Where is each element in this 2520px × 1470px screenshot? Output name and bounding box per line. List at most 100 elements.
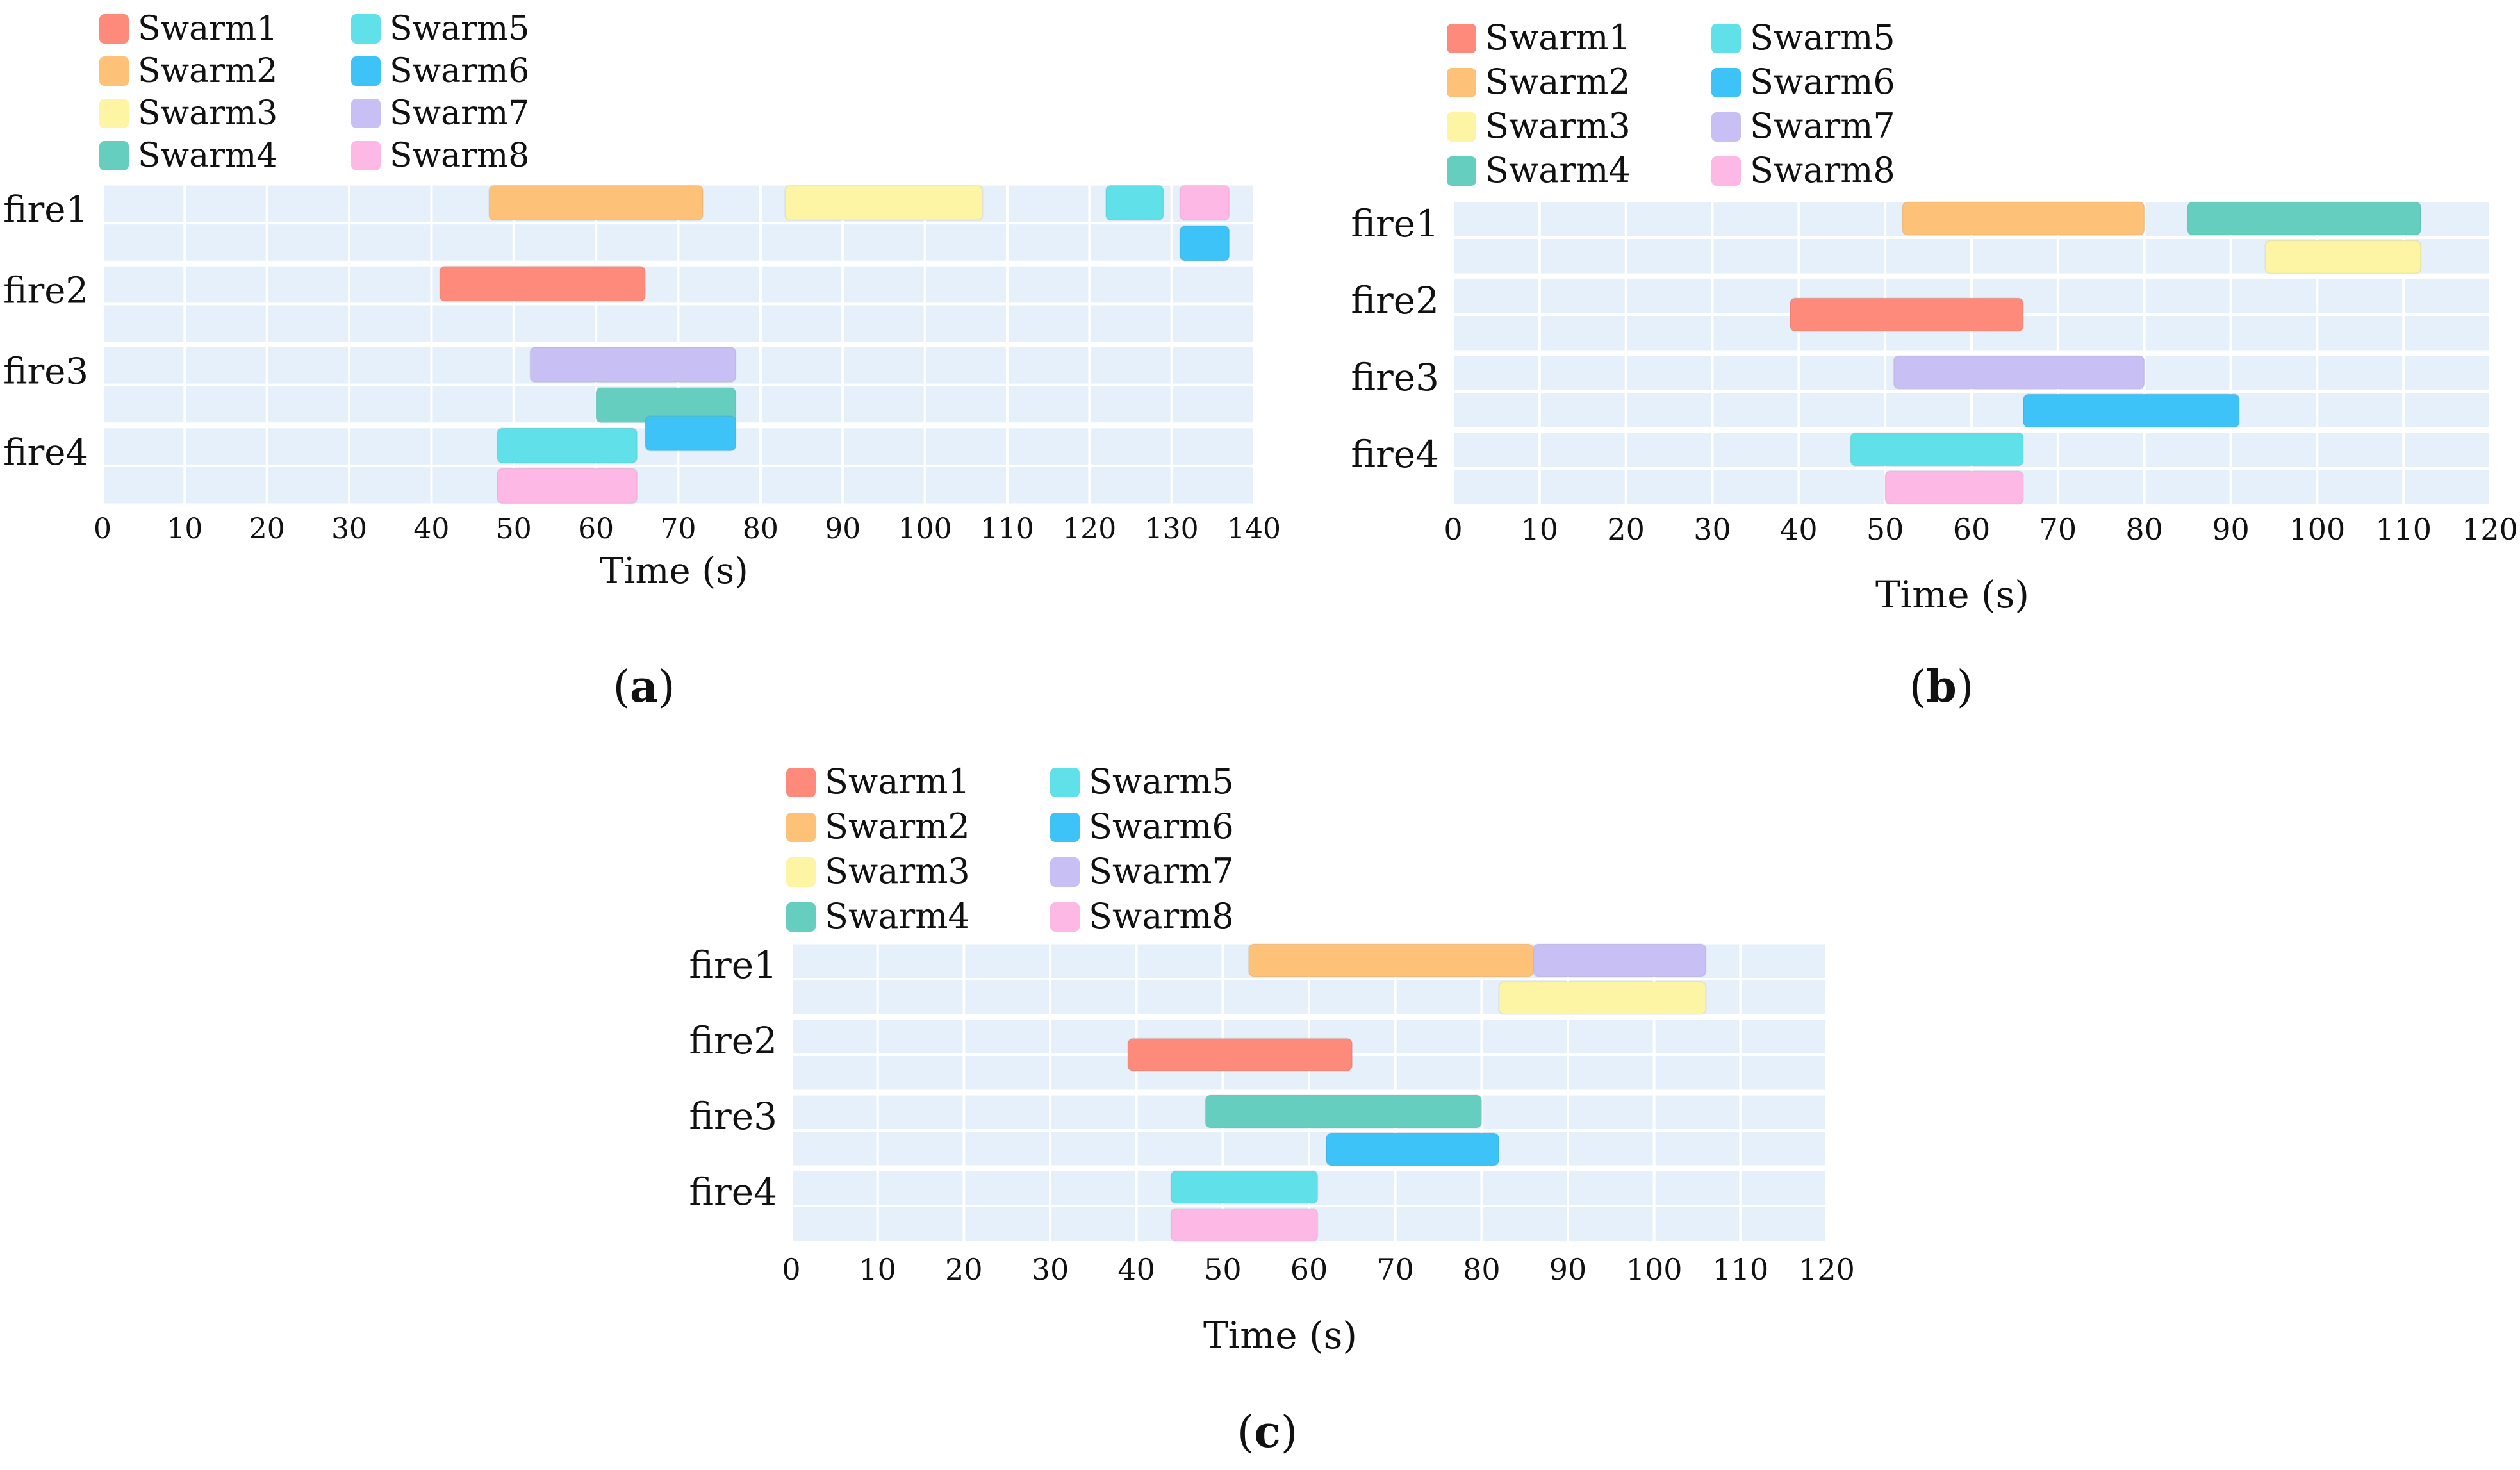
task-bar-fire3-swarm7 — [529, 346, 737, 383]
x-tick-label: 100 — [2289, 512, 2345, 547]
x-tick-label: 10 — [167, 513, 202, 545]
legend-swatch-swarm5 — [351, 14, 381, 44]
legend-swatch-swarm6 — [1711, 68, 1741, 97]
x-tick-label: 40 — [1117, 1252, 1155, 1287]
legend-swatch-swarm2 — [1447, 68, 1476, 97]
category-label-fire3: fire3 — [689, 1094, 777, 1138]
x-tick-label: 110 — [980, 513, 1034, 545]
legend-label-swarm5: Swarm5 — [1750, 17, 1895, 58]
x-tick-label: 140 — [1227, 513, 1281, 545]
legend-label-swarm7: Swarm7 — [390, 94, 529, 133]
legend-label-swarm1: Swarm1 — [1485, 17, 1631, 58]
category-label-fire2: fire2 — [1351, 279, 1439, 322]
legend-label-swarm1: Swarm1 — [825, 761, 970, 802]
category-label-fire4: fire4 — [689, 1170, 777, 1214]
category-label-fire1: fire1 — [3, 189, 88, 231]
x-axis-label: Time (s) — [600, 550, 748, 592]
x-tick-label: 130 — [1145, 513, 1199, 545]
category-label-fire4: fire4 — [1351, 433, 1439, 476]
x-tick-label: 60 — [1953, 512, 1991, 547]
x-tick-label: 80 — [1463, 1252, 1501, 1287]
x-tick-label: 60 — [578, 513, 614, 545]
legend-swatch-swarm3 — [786, 857, 816, 887]
x-tick-label: 30 — [1032, 1252, 1069, 1287]
panel-label: (c) — [1237, 1407, 1297, 1458]
x-tick-label: 100 — [1626, 1252, 1683, 1287]
task-bar-fire4-swarm8 — [1170, 1208, 1319, 1242]
category-label-fire2: fire2 — [689, 1019, 777, 1062]
x-tick-label: 40 — [413, 513, 449, 545]
legend-label-swarm3: Swarm3 — [825, 851, 970, 891]
legend-swatch-swarm7 — [1711, 112, 1741, 142]
legend-label-swarm7: Swarm7 — [1750, 106, 1895, 146]
legend-swatch-swarm5 — [1050, 768, 1080, 797]
x-tick-label: 90 — [825, 513, 861, 545]
legend-swatch-swarm4 — [786, 902, 816, 932]
legend-swatch-swarm6 — [1050, 813, 1080, 842]
task-bar-fire1-swarm2 — [1248, 943, 1535, 977]
legend-swatch-swarm5 — [1711, 24, 1741, 53]
x-tick-label: 90 — [2212, 512, 2250, 547]
legend-swatch-swarm1 — [786, 768, 816, 797]
legend-swatch-swarm7 — [1050, 857, 1080, 887]
legend-label-swarm5: Swarm5 — [1089, 761, 1234, 802]
x-axis-label: Time (s) — [1203, 1314, 1357, 1357]
x-tick-label: 40 — [1780, 512, 1818, 547]
x-tick-label: 20 — [945, 1252, 983, 1287]
x-tick-label: 70 — [1376, 1252, 1414, 1287]
task-bar-fire1-swarm6 — [1179, 225, 1230, 261]
legend-label-swarm2: Swarm2 — [1485, 62, 1631, 102]
legend-swatch-swarm4 — [1447, 156, 1476, 186]
task-bar-fire1-swarm2 — [1902, 201, 2145, 236]
legend-swatch-swarm4 — [99, 141, 129, 170]
legend-swatch-swarm2 — [786, 813, 816, 842]
task-bar-fire4-swarm5 — [497, 427, 638, 464]
legend-label-swarm6: Swarm6 — [1089, 806, 1234, 846]
category-label-fire4: fire4 — [3, 432, 88, 474]
task-bar-fire1-swarm4 — [2187, 201, 2422, 236]
x-tick-label: 90 — [1549, 1252, 1587, 1287]
x-tick-label: 120 — [1799, 1252, 1855, 1287]
category-label-fire1: fire1 — [689, 943, 777, 987]
task-bar-fire3-swarm4 — [1205, 1094, 1483, 1128]
legend-swatch-swarm8 — [351, 141, 381, 170]
x-tick-label: 0 — [1444, 512, 1462, 547]
task-bar-fire1-swarm7 — [1533, 943, 1707, 977]
legend-swatch-swarm8 — [1711, 156, 1741, 186]
x-tick-label: 50 — [1204, 1252, 1242, 1287]
legend-label-swarm4: Swarm4 — [1485, 150, 1631, 190]
legend-swatch-swarm1 — [99, 14, 129, 44]
task-bar-fire1-swarm3 — [1498, 981, 1707, 1015]
category-label-fire3: fire3 — [3, 351, 88, 393]
x-tick-label: 80 — [743, 513, 778, 545]
legend-label-swarm5: Swarm5 — [390, 10, 529, 48]
x-tick-label: 10 — [859, 1252, 896, 1287]
x-axis-label: Time (s) — [1875, 573, 2029, 616]
x-tick-label: 20 — [1607, 512, 1645, 547]
task-bar-fire4-swarm5 — [1170, 1170, 1319, 1204]
category-label-fire3: fire3 — [1351, 356, 1439, 399]
legend-swatch-swarm8 — [1050, 902, 1080, 932]
x-tick-label: 110 — [1712, 1252, 1768, 1287]
x-tick-label: 20 — [249, 513, 285, 545]
task-bar-fire3-swarm6 — [1325, 1132, 1500, 1166]
legend-swatch-swarm6 — [351, 56, 381, 86]
legend-label-swarm4: Swarm4 — [825, 896, 970, 936]
x-tick-label: 120 — [2462, 512, 2518, 547]
legend-swatch-swarm3 — [1447, 112, 1476, 142]
legend-label-swarm1: Swarm1 — [138, 10, 277, 48]
legend-swatch-swarm1 — [1447, 24, 1476, 53]
legend-label-swarm6: Swarm6 — [390, 52, 529, 90]
x-tick-label: 110 — [2375, 512, 2432, 547]
task-bar-fire2-swarm1 — [439, 265, 646, 302]
x-tick-label: 70 — [2039, 512, 2077, 547]
task-bar-fire2-swarm1 — [1789, 297, 2024, 332]
task-bar-fire1-swarm2 — [488, 185, 704, 221]
task-bar-fire3-swarm6 — [645, 415, 737, 452]
task-bar-fire3-swarm7 — [1893, 355, 2145, 390]
task-bar-fire1-swarm3 — [2264, 240, 2422, 274]
task-bar-fire4-swarm5 — [1850, 432, 2024, 467]
